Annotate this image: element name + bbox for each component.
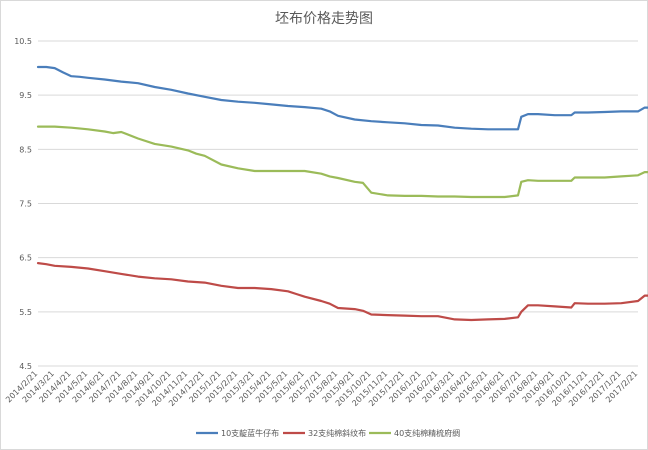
y-tick-label: 9.5: [19, 91, 32, 100]
y-tick-label: 7.5: [19, 200, 32, 209]
legend-label: 40支纯棉精梳府绸: [394, 428, 460, 438]
y-tick-label: 5.5: [19, 308, 32, 317]
y-tick-label: 6.5: [19, 254, 32, 263]
chart-title: 坯布价格走势图: [275, 11, 373, 27]
series-line-3: [36, 125, 648, 199]
series-line-2: [36, 262, 648, 322]
y-tick-label: 10.5: [14, 37, 32, 46]
y-tick-label: 8.5: [19, 145, 32, 154]
legend-label: 32支纯棉斜纹布: [308, 428, 366, 438]
y-tick-label: 4.5: [19, 362, 32, 371]
series-line-1: [36, 65, 648, 131]
legend-label: 10支靛蓝牛仔布: [221, 428, 279, 438]
